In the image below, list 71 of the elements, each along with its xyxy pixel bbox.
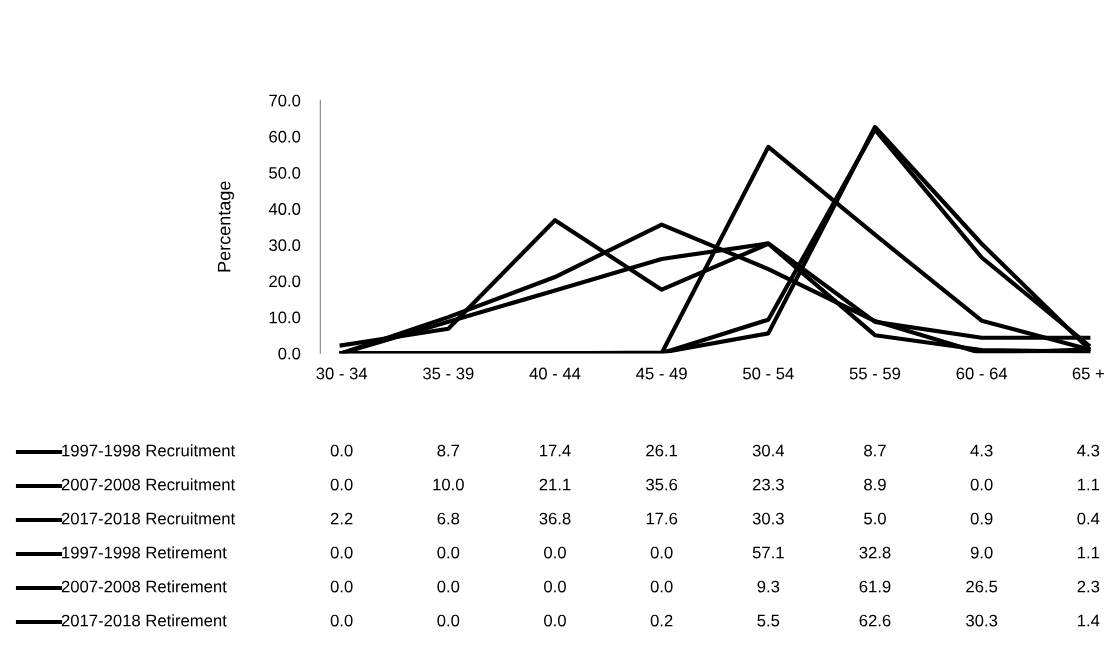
y-tick-label: 20.0	[269, 275, 301, 288]
data-label: 17.6	[646, 512, 678, 525]
legend-label: 2017-2018 Recruitment	[61, 512, 236, 525]
data-label: 26.1	[646, 444, 678, 457]
y-tick-label: 60.0	[269, 130, 301, 143]
data-label: 35.6	[646, 478, 678, 491]
y-tick-label: 10.0	[269, 311, 301, 324]
data-label: 1.1	[1078, 546, 1100, 559]
data-label: 0.0	[330, 580, 353, 593]
data-label: 61.9	[859, 580, 891, 593]
y-tick-label: 40.0	[268, 203, 301, 215]
data-label: 30.3	[966, 614, 998, 627]
data-label: 6.8	[437, 512, 460, 525]
legend-label: 1997-1998 Recruitment	[62, 444, 236, 457]
data-label: 57.1	[752, 546, 784, 559]
x-tick-label: 50 - 54	[743, 367, 794, 380]
x-tick-label: 40 - 44	[529, 367, 581, 380]
data-label: 10.0	[433, 478, 464, 491]
legend-label: 2017-2018 Retirement	[61, 614, 227, 627]
data-label: 0.0	[330, 478, 353, 491]
data-label: 4.3	[970, 444, 993, 457]
data-label: 0.0	[544, 614, 566, 627]
data-label: 26.5	[966, 580, 998, 593]
data-label: 5.0	[864, 512, 886, 525]
data-label: 9.0	[970, 546, 993, 559]
data-label: 9.3	[757, 580, 780, 593]
data-label: 36.8	[539, 512, 571, 525]
legend-label: 2007-2008 Retirement	[61, 580, 227, 593]
data-label: 0.0	[544, 546, 566, 559]
legend-label: 1997-1998 Retirement	[62, 546, 227, 559]
data-label: 23.3	[752, 478, 784, 491]
data-label: 17.4	[540, 444, 571, 457]
data-label: 0.4	[1077, 512, 1100, 525]
data-label: 8.7	[437, 444, 460, 457]
data-label: 0.9	[970, 512, 993, 525]
data-label: 21.1	[539, 478, 571, 491]
x-tick-label: 65 +	[1072, 367, 1104, 380]
legend-label: 2007-2008 Recruitment	[61, 478, 236, 491]
data-label: 30.4	[752, 444, 785, 457]
x-tick-label: 55 - 59	[849, 367, 901, 380]
data-label: 0.0	[544, 580, 566, 593]
data-label: 5.5	[757, 614, 780, 627]
data-label: 30.3	[752, 512, 784, 525]
x-tick-label: 60 - 64	[956, 367, 1008, 380]
data-label: 8.9	[864, 478, 886, 491]
data-label: 0.0	[970, 478, 993, 491]
data-label: 0.0	[650, 580, 673, 593]
data-label: 0.0	[330, 444, 353, 457]
data-label: 32.8	[859, 546, 891, 559]
y-axis-title: Percentage	[217, 181, 235, 272]
data-label: 62.6	[859, 614, 891, 627]
data-label: 0.0	[330, 546, 353, 559]
data-label: 0.0	[650, 546, 673, 559]
x-tick-label: 45 - 49	[636, 367, 687, 380]
data-label: 2.2	[330, 512, 353, 525]
data-label: 0.0	[437, 580, 460, 593]
data-label: 1.4	[1078, 614, 1100, 627]
data-label: 1.1	[1078, 478, 1100, 491]
data-label: 8.7	[864, 444, 886, 457]
y-tick-label: 70.0	[269, 94, 301, 107]
data-label: 2.3	[1077, 580, 1100, 593]
y-tick-label: 0.0	[278, 347, 301, 360]
data-label: 4.3	[1077, 444, 1100, 457]
data-label: 0.0	[330, 614, 353, 627]
x-tick-label: 35 - 39	[423, 367, 474, 380]
data-label: 0.0	[437, 614, 460, 627]
x-tick-label: 30 - 34	[316, 367, 368, 380]
y-tick-label: 30.0	[269, 239, 301, 252]
data-label: 0.2	[650, 614, 673, 627]
data-label: 0.0	[437, 546, 460, 559]
y-tick-label: 50.0	[269, 166, 301, 179]
